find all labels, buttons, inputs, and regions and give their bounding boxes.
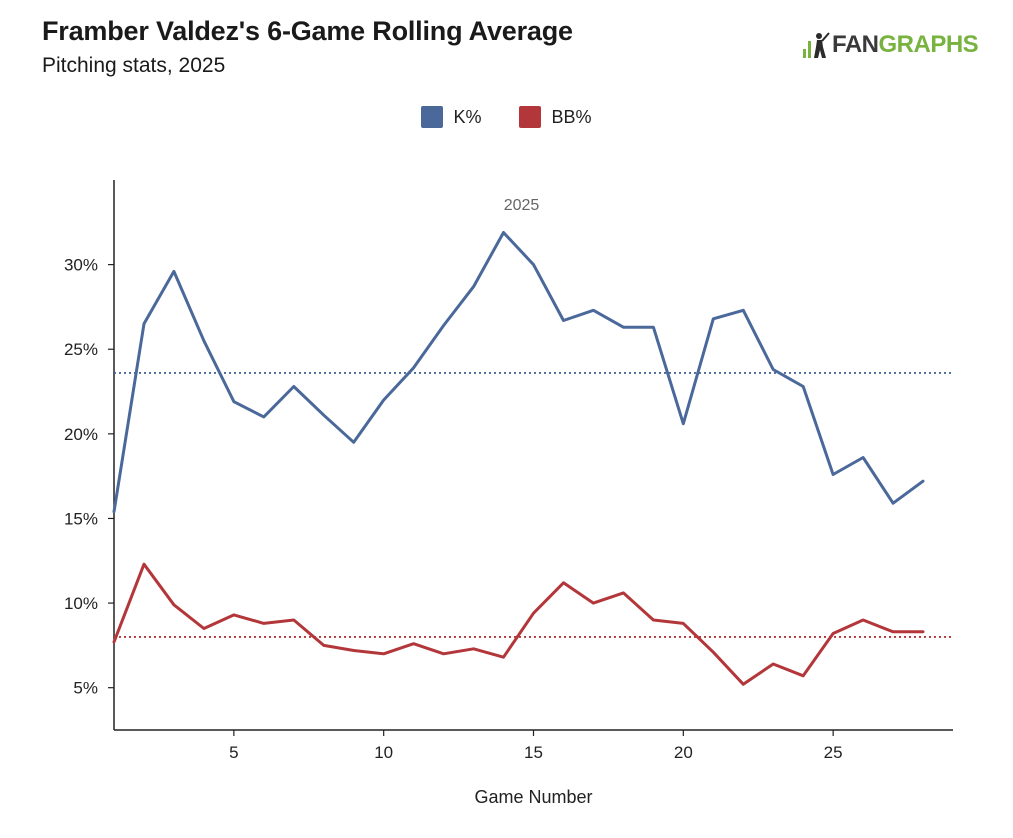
legend-label-bb: BB% [551,106,592,127]
logo-text-fan: FAN [832,31,879,58]
chart-subtitle: Pitching stats, 2025 [42,54,226,77]
legend-item-k[interactable]: K% [421,106,481,128]
y-tick-label: 30% [64,256,98,275]
y-tick-label: 10% [64,594,98,613]
chart-title: Framber Valdez's 6-Game Rolling Average [42,16,573,46]
x-tick-label: 5 [229,743,238,762]
y-tick-label: 20% [64,425,98,444]
y-tick-label: 15% [64,509,98,528]
legend-label-k: K% [453,106,482,127]
fangraphs-logo: FANGRAPHS [802,30,979,60]
logo-text-graphs: GRAPHS [878,31,979,58]
legend-swatch-k [421,106,444,128]
x-tick-label: 15 [524,743,543,762]
y-tick-label: 5% [73,679,98,698]
x-tick-label: 25 [824,743,843,762]
x-tick-label: 20 [674,743,693,762]
chart-legend: K% BB% [0,106,1013,128]
batter-logo-icon [803,32,830,58]
x-axis-title: Game Number [474,787,592,807]
y-tick-label: 25% [64,340,98,359]
legend-item-bb[interactable]: BB% [519,106,592,128]
series-line-bb [112,562,925,686]
x-tick-label: 10 [374,743,393,762]
season-annotation: 2025 [504,197,540,214]
series-line-k [112,231,925,514]
legend-swatch-bb [519,106,542,128]
